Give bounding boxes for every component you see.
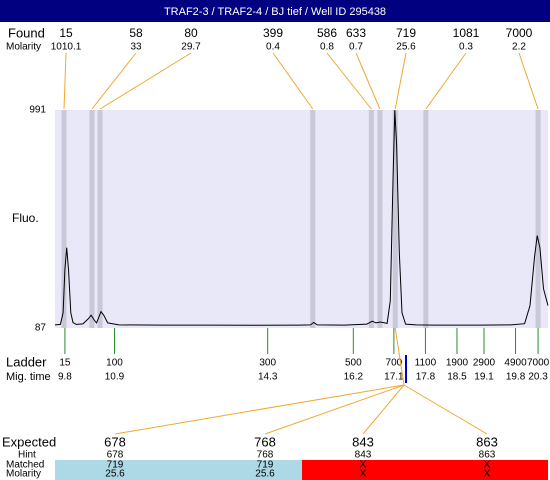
- ladder-size: 700: [386, 358, 403, 369]
- found-connector: [394, 52, 407, 110]
- found-molarity: 25.6: [396, 42, 416, 53]
- plot-area: [55, 110, 548, 328]
- found-size: 58: [129, 26, 143, 40]
- found-molarity: 1010.1: [51, 42, 82, 53]
- ladder-time: 14.3: [258, 372, 278, 383]
- ladder-size: 1900: [446, 358, 469, 369]
- hint-value: 768: [257, 450, 274, 461]
- match-connector: [394, 327, 405, 386]
- molarity-label: Molarity: [6, 42, 41, 53]
- exp-molarity-label: Molarity: [6, 469, 41, 480]
- found-connector: [63, 52, 67, 110]
- expected-size: 863: [476, 434, 498, 449]
- match-cell: [302, 460, 425, 480]
- expected-label: Expected: [2, 434, 56, 449]
- hint-value: 843: [355, 450, 372, 461]
- found-band: [368, 110, 374, 328]
- ladder-time: 19.8: [506, 372, 526, 383]
- found-band: [423, 110, 429, 328]
- ladder-time: 9.8: [58, 372, 72, 383]
- found-connector: [425, 52, 467, 110]
- found-size: 586: [317, 26, 337, 40]
- found-size: 1081: [453, 26, 480, 40]
- found-band: [61, 110, 67, 328]
- found-band: [89, 110, 95, 328]
- found-size: 399: [263, 26, 283, 40]
- match-cell: [55, 460, 190, 480]
- matched-value: X: [484, 460, 491, 471]
- ladder-size: 300: [259, 358, 276, 369]
- expected-connector: [264, 384, 405, 435]
- found-connector: [326, 52, 372, 110]
- ladder-size: 100: [106, 358, 123, 369]
- y-tick-label: 991: [29, 105, 46, 116]
- found-band: [535, 110, 541, 328]
- ladder-size: 2900: [473, 358, 496, 369]
- ladder-label: Ladder: [6, 354, 47, 369]
- hint-value: 863: [479, 450, 496, 461]
- found-molarity: 33: [130, 42, 142, 53]
- found-connector: [99, 52, 192, 110]
- matched-value: X: [360, 460, 367, 471]
- expected-connector: [403, 384, 488, 435]
- expected-size: 768: [254, 434, 276, 449]
- found-molarity: 0.3: [459, 42, 473, 53]
- expected-size: 843: [352, 434, 374, 449]
- ladder-size: 1100: [415, 358, 437, 369]
- matched-value: 719: [107, 460, 124, 471]
- ladder-time: 19.1: [474, 372, 494, 383]
- matched-molarity: X: [484, 469, 491, 480]
- ladder-size: 500: [345, 358, 362, 369]
- y-axis-label: Fluo.: [12, 211, 39, 225]
- matched-molarity: 25.6: [105, 469, 125, 480]
- matched-label: Matched: [6, 460, 44, 471]
- found-band: [310, 110, 316, 328]
- expected-connector: [114, 384, 405, 435]
- ladder-time: 17.8: [416, 372, 436, 383]
- chart-title: TRAF2-3 / TRAF2-4 / BJ tief / Well ID 29…: [164, 6, 386, 18]
- found-band: [377, 110, 383, 328]
- found-molarity: 0.8: [320, 42, 334, 53]
- found-band: [392, 110, 398, 328]
- title-bar: [0, 0, 550, 22]
- matched-molarity: X: [360, 469, 367, 480]
- ladder-size: 7000: [527, 358, 550, 369]
- ladder-time: 18.5: [447, 372, 467, 383]
- found-connector: [355, 52, 381, 110]
- found-size: 633: [346, 26, 366, 40]
- hint-label: Hint: [18, 450, 36, 461]
- y-tick-label: 87: [35, 323, 47, 334]
- ladder-time: 10.9: [105, 372, 125, 383]
- found-molarity: 0.7: [349, 42, 363, 53]
- match-cell: [425, 460, 548, 480]
- found-size: 80: [184, 26, 198, 40]
- found-connector: [518, 52, 539, 110]
- ladder-size: 4900: [504, 358, 527, 369]
- found-label: Found: [8, 25, 45, 40]
- match-cell: [190, 460, 302, 480]
- found-molarity: 0.4: [266, 42, 280, 53]
- mig-time-label: Mig. time: [6, 371, 51, 383]
- found-size: 15: [59, 26, 73, 40]
- found-size: 719: [396, 26, 416, 40]
- found-connector: [91, 52, 137, 110]
- expected-size: 678: [104, 434, 126, 449]
- ladder-time: 16.2: [344, 372, 364, 383]
- trace: [54, 110, 549, 326]
- ladder-time: 17.1: [384, 372, 404, 383]
- found-size: 7000: [506, 26, 533, 40]
- match-marker: [405, 355, 407, 383]
- ladder-size: 15: [59, 358, 71, 369]
- hint-value: 678: [107, 450, 124, 461]
- matched-molarity: 25.6: [255, 469, 275, 480]
- matched-value: 719: [257, 460, 274, 471]
- ladder-time: 20.3: [528, 372, 548, 383]
- expected-connector: [362, 384, 405, 435]
- found-molarity: 2.2: [512, 42, 526, 53]
- found-band: [97, 110, 103, 328]
- found-molarity: 29.7: [181, 42, 201, 53]
- found-connector: [272, 52, 314, 110]
